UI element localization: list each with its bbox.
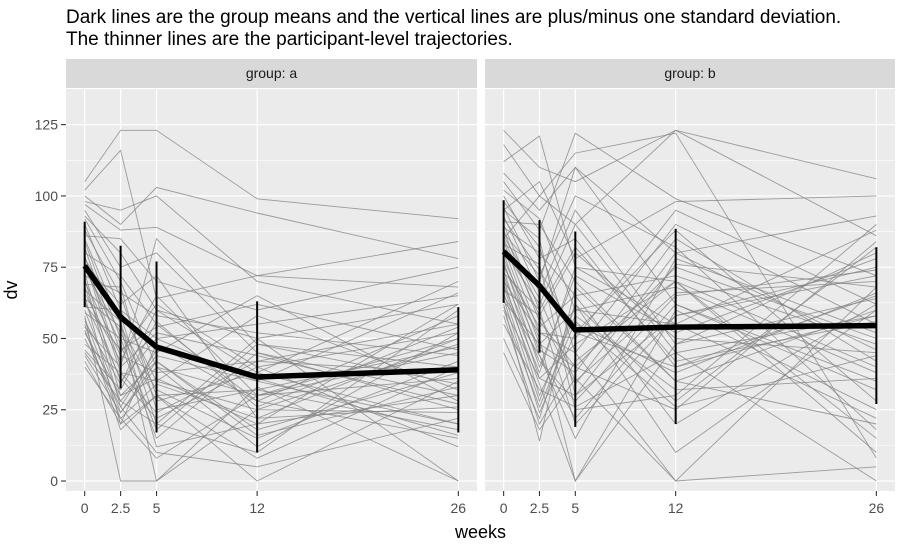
group-mean-line — [501, 249, 877, 333]
y-tick-label: 50 — [42, 330, 58, 346]
panel-group-b: group: b 0 2.5 5 12 26 — [485, 59, 895, 516]
y-tick-label: 100 — [35, 188, 59, 204]
participant-trajectory — [84, 204, 459, 288]
participant-trajectory — [84, 129, 459, 220]
x-axis-title: weeks — [454, 522, 506, 542]
participant-trajectory — [503, 132, 877, 459]
participant-trajectory — [84, 209, 459, 396]
x-tick-label: 0 — [81, 500, 89, 516]
y-axis-title: dv — [1, 280, 21, 299]
y-tick-label: 75 — [42, 259, 58, 275]
panel-group-a: group: a 0 2.5 5 12 26 — [66, 59, 477, 516]
participant-trajectory — [503, 129, 877, 183]
participant-trajectory — [84, 186, 459, 260]
x-tick-label: 26 — [451, 500, 467, 516]
x-tick-label: 12 — [249, 500, 265, 516]
x-tick-label: 2.5 — [530, 500, 550, 516]
x-tick-label: 12 — [668, 500, 684, 516]
participant-trajectory — [84, 278, 459, 468]
participant-trajectory — [503, 209, 877, 345]
group-mean-line — [82, 264, 459, 380]
facet-strip-label: group: a — [246, 65, 298, 81]
participant-trajectory — [84, 315, 459, 482]
facet-strip — [66, 59, 477, 88]
participant-trajectory — [503, 166, 877, 382]
y-tick-label: 125 — [35, 117, 59, 133]
x-tick-label: 5 — [153, 500, 161, 516]
y-tick-label: 25 — [42, 402, 58, 418]
chart-title-line-1: Dark lines are the group means and the v… — [66, 7, 842, 28]
x-tick-label: 0 — [500, 500, 508, 516]
y-tick-label: 0 — [50, 473, 58, 489]
x-tick-label: 26 — [869, 500, 885, 516]
participant-trajectory — [503, 132, 877, 277]
facet-strip — [485, 59, 895, 88]
facet-strip-label: group: b — [664, 65, 716, 81]
x-tick-label: 2.5 — [111, 500, 131, 516]
chart-title-line-2: The thinner lines are the participant-le… — [66, 29, 513, 50]
participant-trajectory — [503, 223, 877, 354]
x-tick-label: 5 — [571, 500, 579, 516]
